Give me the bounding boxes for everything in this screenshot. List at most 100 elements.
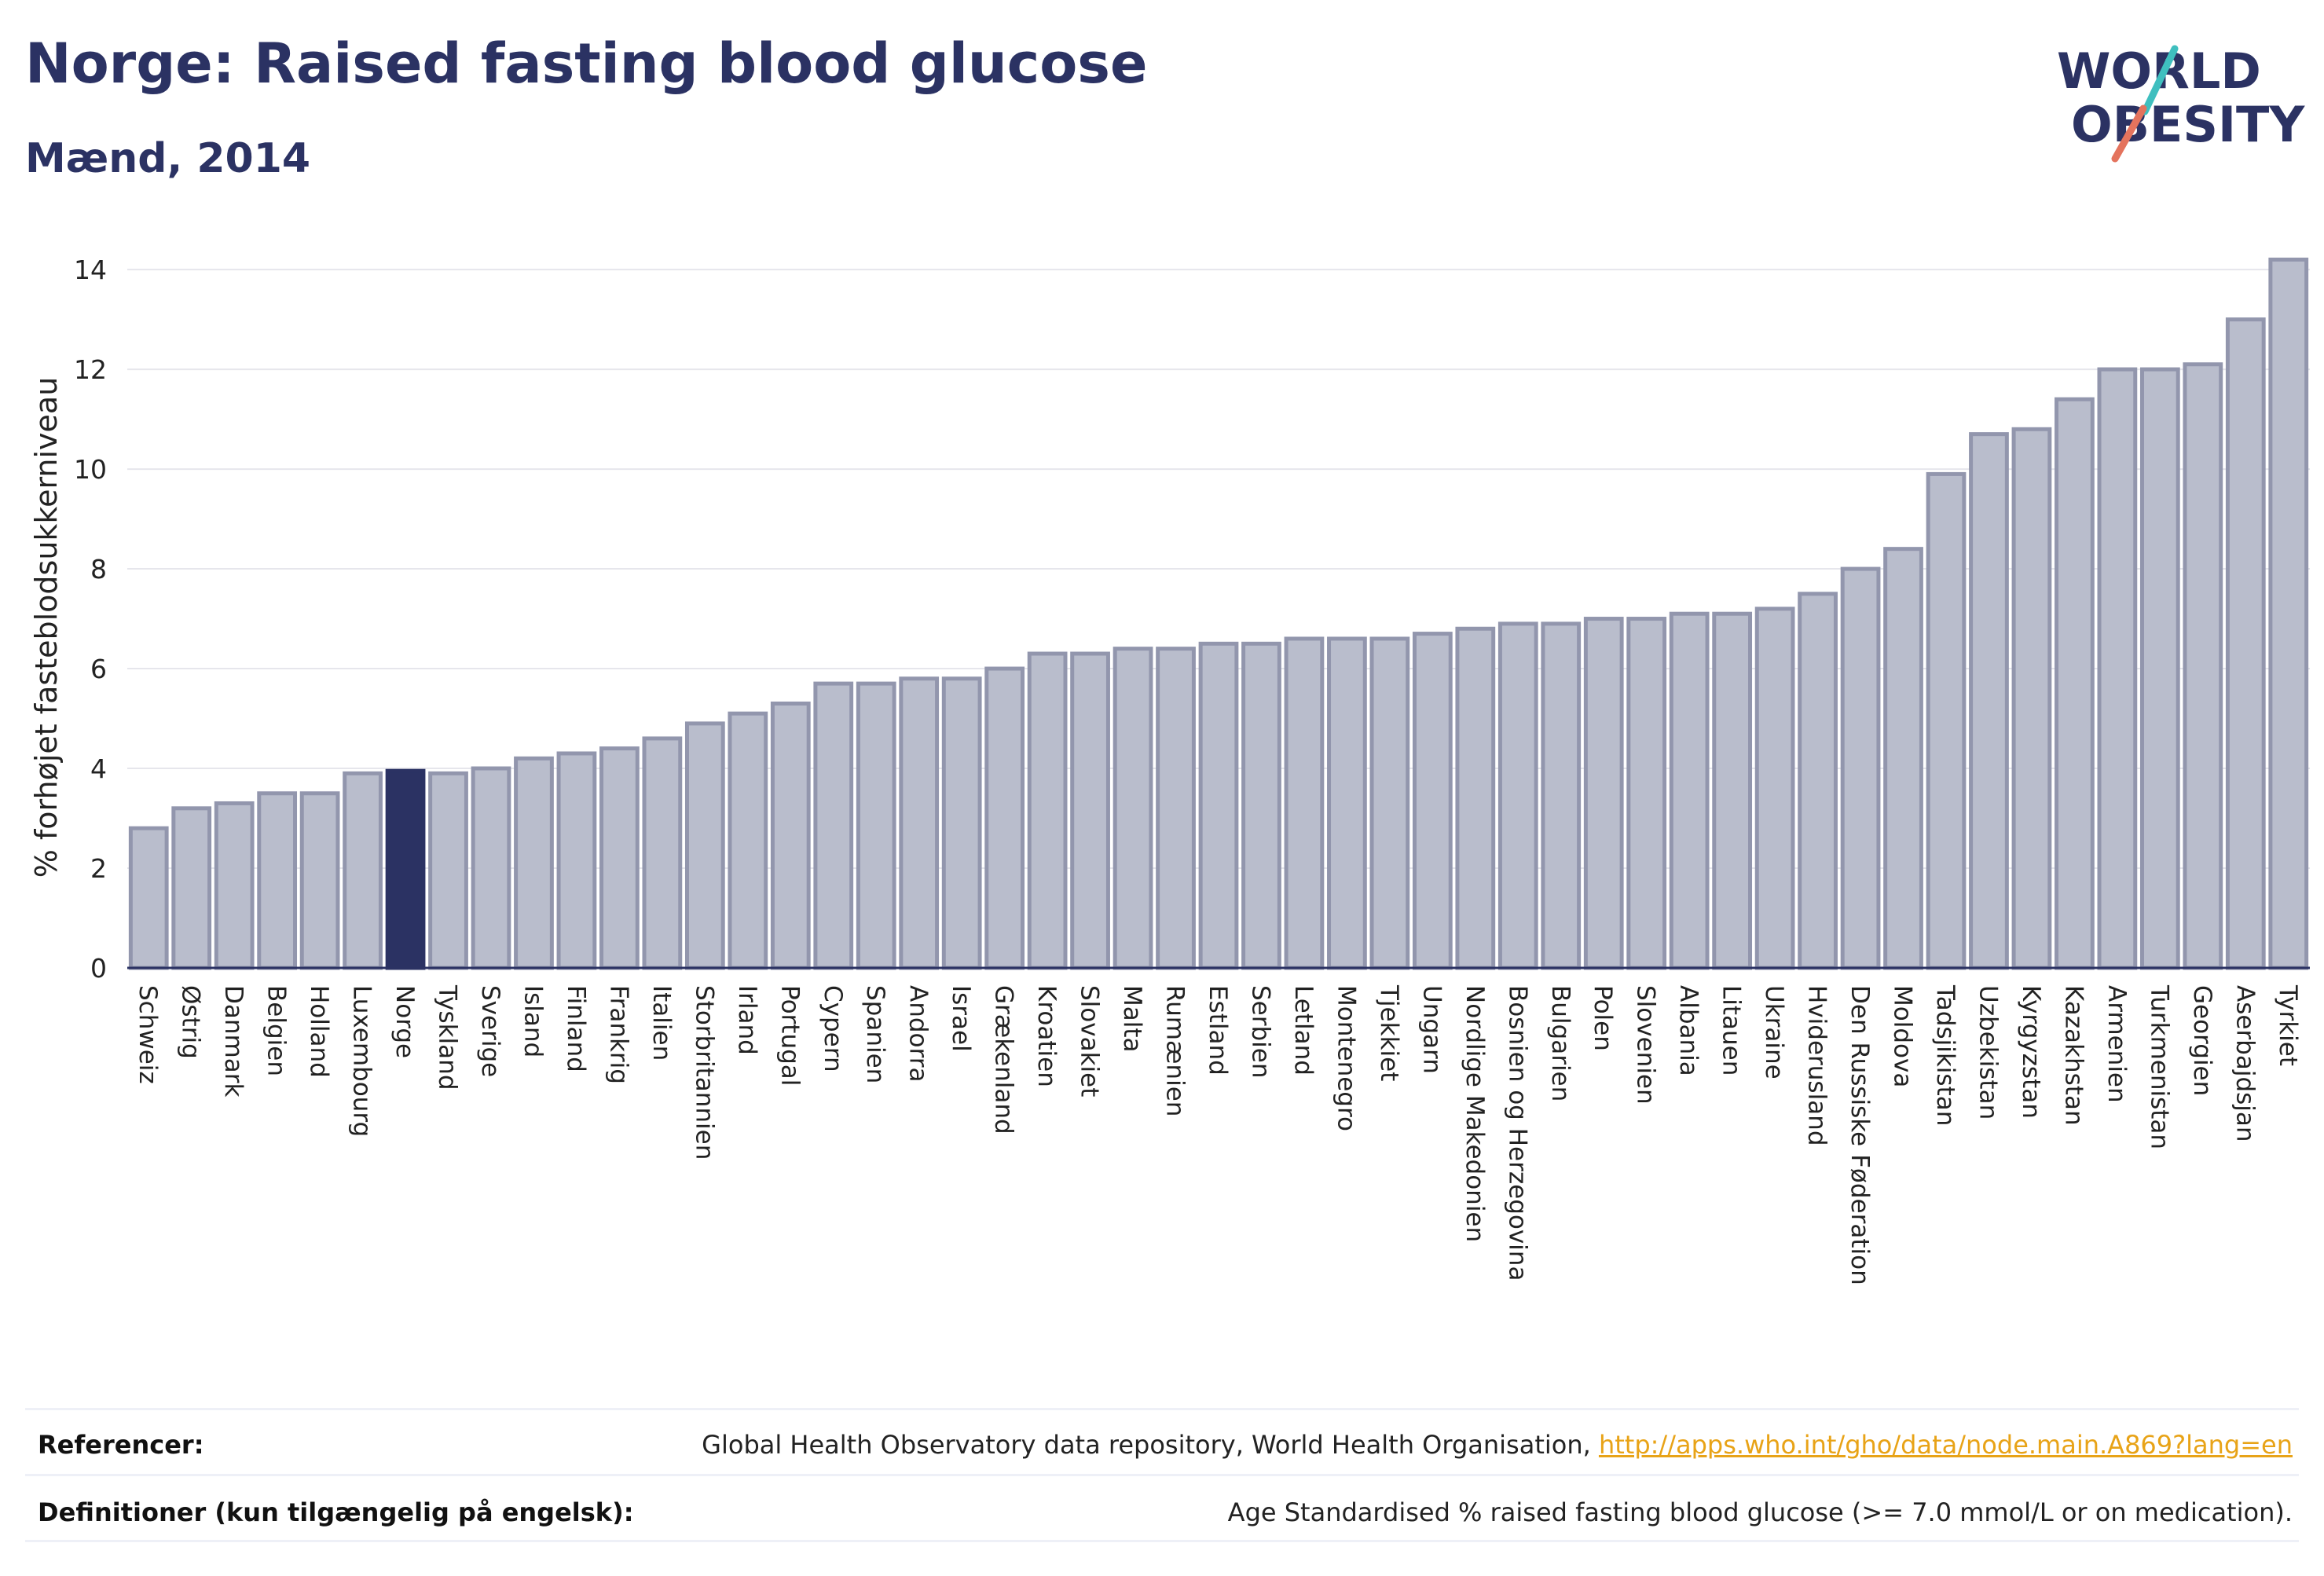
bar-chart: 0 2 4 6 8 10 12 14 % forhøjet fasteblodsukkerniv…	[29, 255, 2310, 1285]
bar-14	[728, 711, 768, 970]
x-tick-label: Storbritannien	[690, 985, 718, 1160]
x-tick-label: Island	[519, 985, 547, 1057]
logo-slash-teal	[2141, 45, 2179, 115]
bar-29	[1369, 636, 1410, 970]
bar-4	[299, 791, 340, 970]
x-tick-label: Irland	[733, 985, 761, 1055]
chart-subtitle: Mænd, 2014	[25, 135, 311, 182]
x-tick-label: Grækenland	[990, 985, 1018, 1134]
x-tick-label: Ungarn	[1417, 985, 1446, 1074]
x-tick-label: Estland	[1204, 985, 1232, 1076]
bar-33	[1541, 621, 1582, 970]
bar-37	[1712, 611, 1753, 970]
bar-40	[1840, 566, 1881, 970]
bar-45	[2055, 397, 2095, 970]
x-tick-label: Holland	[305, 985, 333, 1078]
bar-42	[1926, 471, 1967, 970]
x-tick-label: Litauen	[1717, 985, 1746, 1076]
y-tick-label: 2	[90, 853, 107, 884]
x-tick-label: Tyrkiet	[2274, 984, 2302, 1066]
bar-26	[1241, 641, 1281, 970]
bar-46	[2097, 367, 2138, 970]
y-tick-label: 0	[90, 953, 107, 984]
x-tick-label: Ukraine	[1760, 985, 1788, 1079]
x-tick-label: Moldova	[1889, 985, 1917, 1087]
x-tick-label: Tjekkiet	[1375, 984, 1403, 1081]
x-tick-label: Finland	[562, 985, 590, 1072]
bar-11	[599, 746, 640, 970]
definitions-label: Definitioner (kun tilgængelig på engelsk…	[38, 1497, 634, 1527]
bar-8	[471, 766, 511, 970]
y-tick-label: 12	[74, 354, 107, 385]
x-tick-label: Tadsjikistan	[1931, 984, 1959, 1126]
definitions-text: Age Standardised % raised fasting blood …	[1227, 1497, 2293, 1527]
y-axis-title: % forhøjet fasteblodsukkerniveau	[29, 377, 64, 878]
x-tick-label: Danmark	[219, 985, 247, 1097]
bar-36	[1669, 611, 1710, 970]
bar-30	[1412, 632, 1453, 970]
logo-word-world: WORLD	[2057, 42, 2261, 100]
bar-38	[1754, 607, 1795, 970]
bar-31	[1455, 626, 1496, 970]
bar-10	[556, 751, 597, 970]
x-tick-label: Malta	[1118, 985, 1146, 1053]
references-value: Global Health Observatory data repositor…	[702, 1430, 2293, 1460]
bar-6	[385, 768, 426, 970]
bar-49	[2225, 317, 2266, 970]
x-tick-label: Turkmenistan	[2145, 984, 2173, 1149]
x-tick-label: Cypern	[819, 985, 847, 1072]
x-tick-label: Sverige	[476, 985, 504, 1077]
x-tick-label: Frankrig	[604, 985, 632, 1084]
bar-48	[2183, 362, 2223, 970]
x-tick-label: Den Russiske Føderation	[1846, 985, 1874, 1285]
y-tick-label: 10	[74, 454, 107, 485]
footer-divider-bottom	[25, 1540, 2299, 1542]
bar-47	[2139, 367, 2180, 970]
bar-23	[1113, 647, 1153, 970]
footer-divider-middle	[25, 1474, 2299, 1476]
bar-27	[1284, 636, 1325, 970]
x-tick-label: Armenien	[2102, 985, 2131, 1103]
x-tick-label: Kyrgyzstan	[2017, 985, 2045, 1119]
bar-34	[1583, 617, 1624, 970]
bar-7	[428, 771, 468, 970]
bar-15	[770, 701, 811, 970]
bar-50	[2268, 257, 2309, 970]
references-label: Referencer:	[38, 1430, 204, 1460]
x-tick-label: Albania	[1674, 985, 1703, 1076]
bar-1	[171, 806, 212, 970]
x-tick-label: Georgien	[2188, 985, 2216, 1096]
x-tick-label: Rumænien	[1161, 985, 1189, 1116]
bar-17	[856, 681, 896, 970]
x-tick-label: Spanien	[861, 985, 889, 1083]
x-tick-label: Andorra	[904, 985, 933, 1082]
x-tick-label: Schweiz	[134, 985, 162, 1084]
references-link[interactable]: http://apps.who.int/gho/data/node.main.A…	[1598, 1430, 2293, 1460]
x-tick-label: Norge	[390, 985, 419, 1058]
x-tick-label: Hviderusland	[1803, 985, 1831, 1146]
x-tick-label: Polen	[1589, 985, 1617, 1051]
references-text: Global Health Observatory data repositor…	[702, 1430, 1599, 1460]
x-tick-label: Tyskland	[434, 984, 462, 1090]
y-tick-label: 4	[90, 753, 107, 784]
x-tick-label: Nordlige Makedonien	[1461, 985, 1489, 1242]
x-tick-label: Uzbekistan	[1974, 985, 2002, 1120]
bar-39	[1798, 592, 1838, 970]
bar-2	[214, 801, 255, 970]
bar-35	[1626, 617, 1667, 970]
bar-43	[1969, 432, 2009, 970]
bar-22	[1070, 651, 1110, 970]
x-tick-label: Serbien	[1246, 985, 1274, 1079]
bar-44	[2011, 427, 2052, 970]
x-tick-label: Kroatien	[1032, 985, 1061, 1087]
x-tick-label: Slovakiet	[1076, 985, 1104, 1097]
bar-25	[1198, 641, 1239, 970]
logo-word-obesity: OBESITY	[2071, 96, 2305, 153]
bar-20	[984, 666, 1025, 970]
x-tick-label: Østrig	[177, 985, 205, 1059]
x-tick-label: Israel	[947, 985, 975, 1052]
bar-9	[514, 756, 554, 970]
bar-16	[813, 681, 854, 970]
bar-28	[1327, 636, 1367, 970]
y-tick-label: 14	[74, 255, 107, 285]
